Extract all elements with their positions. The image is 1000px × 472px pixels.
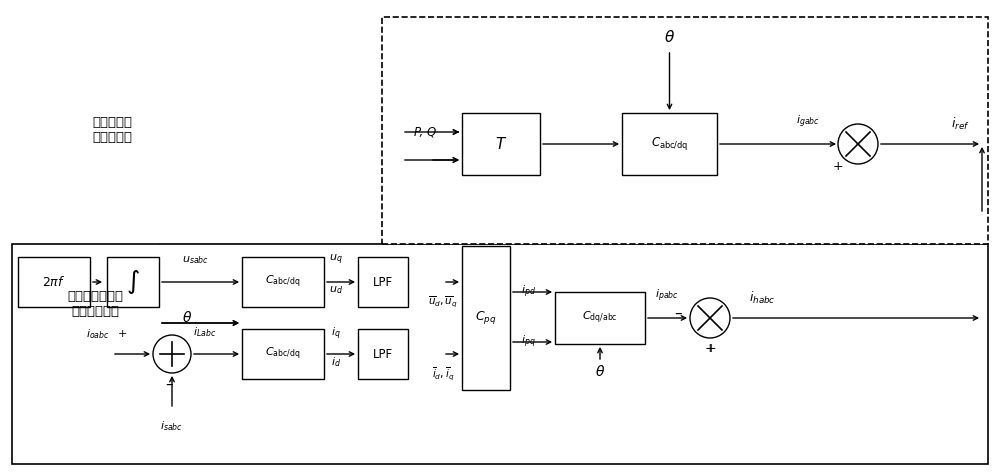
Text: $i_{gabc}$: $i_{gabc}$: [796, 114, 820, 130]
FancyBboxPatch shape: [242, 329, 324, 379]
Text: $i_{sabc}$: $i_{sabc}$: [160, 419, 184, 433]
Text: –: –: [165, 377, 173, 391]
Text: 并网功率跟
踪电流计算: 并网功率跟 踪电流计算: [92, 116, 132, 144]
Text: $C_{pq}$: $C_{pq}$: [475, 310, 497, 327]
Text: 谐波、无功、不
平衡电流检测: 谐波、无功、不 平衡电流检测: [67, 290, 123, 318]
FancyBboxPatch shape: [555, 292, 645, 344]
Text: $i_{Labc}$: $i_{Labc}$: [193, 325, 217, 339]
Text: $i_{pd}$: $i_{pd}$: [521, 284, 535, 300]
Text: $2\pi f$: $2\pi f$: [42, 275, 66, 289]
Text: $\overline{u}_d,\overline{u}_q$: $\overline{u}_d,\overline{u}_q$: [428, 295, 458, 310]
Text: $i_{pabc}$: $i_{pabc}$: [655, 288, 679, 304]
Text: $u_{sabc}$: $u_{sabc}$: [182, 254, 208, 266]
FancyBboxPatch shape: [242, 257, 324, 307]
Text: $\theta$: $\theta$: [595, 364, 605, 379]
Text: $C_{\rm abc/dq}$: $C_{\rm abc/dq}$: [651, 135, 688, 152]
Text: $i_q$: $i_q$: [331, 326, 341, 342]
FancyBboxPatch shape: [12, 244, 988, 464]
Circle shape: [690, 298, 730, 338]
Text: $C_{\rm dq/abc}$: $C_{\rm dq/abc}$: [582, 310, 618, 326]
FancyBboxPatch shape: [462, 113, 540, 175]
Text: $u_q$: $u_q$: [329, 253, 343, 267]
Text: P, Q: P, Q: [414, 126, 436, 138]
Text: $\int$: $\int$: [126, 268, 140, 296]
Text: $i_d$: $i_d$: [331, 355, 341, 369]
Text: $T$: $T$: [495, 136, 507, 152]
FancyBboxPatch shape: [18, 257, 90, 307]
Text: –: –: [674, 305, 682, 320]
FancyBboxPatch shape: [358, 257, 408, 307]
Text: $C_{\rm abc/dq}$: $C_{\rm abc/dq}$: [265, 274, 301, 290]
FancyBboxPatch shape: [107, 257, 159, 307]
Text: $u_d$: $u_d$: [329, 284, 343, 296]
FancyBboxPatch shape: [622, 113, 717, 175]
Text: +: +: [705, 342, 715, 354]
Text: $i_{oabc}$: $i_{oabc}$: [86, 327, 110, 341]
Text: $i_{pq}$: $i_{pq}$: [521, 334, 535, 350]
Text: $i_{habc}$: $i_{habc}$: [749, 290, 775, 306]
Circle shape: [838, 124, 878, 164]
Text: LPF: LPF: [373, 276, 393, 288]
Text: LPF: LPF: [373, 347, 393, 361]
Text: +: +: [117, 329, 127, 339]
Text: $C_{\rm abc/dq}$: $C_{\rm abc/dq}$: [265, 346, 301, 362]
Text: $\theta$: $\theta$: [664, 29, 675, 45]
Text: $i_{ref}$: $i_{ref}$: [951, 116, 969, 132]
FancyBboxPatch shape: [382, 17, 988, 244]
Text: $\overline{i}_d,\overline{i}_q$: $\overline{i}_d,\overline{i}_q$: [432, 365, 454, 382]
Text: +: +: [706, 342, 716, 354]
Text: +: +: [833, 160, 843, 172]
Text: $\theta$: $\theta$: [182, 311, 192, 326]
FancyBboxPatch shape: [462, 246, 510, 390]
FancyBboxPatch shape: [358, 329, 408, 379]
Circle shape: [153, 335, 191, 373]
